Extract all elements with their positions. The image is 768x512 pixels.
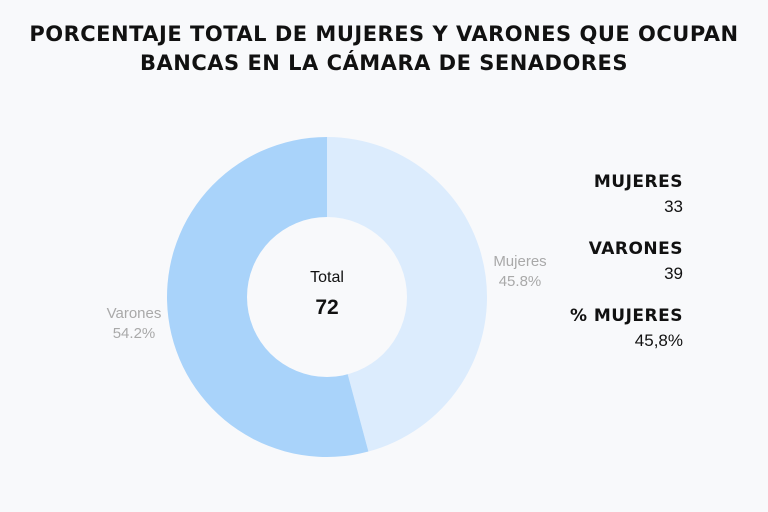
- slice-mujeres: [327, 137, 488, 452]
- chart-title-line-2: BANCAS EN LA CÁMARA DE SENADORES: [140, 51, 628, 75]
- stat-porcentaje-mujeres: % MUJERES 45,8%: [463, 304, 683, 354]
- stats-panel: MUJERES 33 VARONES 39 % MUJERES 45,8%: [463, 170, 683, 371]
- slice-label-mujeres-percent: 45.8%: [498, 273, 542, 290]
- stat-mujeres-value: 33: [664, 197, 683, 216]
- stat-porcentaje-mujeres-value: 45,8%: [634, 331, 683, 350]
- stat-varones: VARONES 39: [463, 237, 683, 287]
- chart-title: PORCENTAJE TOTAL DE MUJERES Y VARONES QU…: [0, 20, 768, 78]
- slice-label-mujeres: Mujeres 45.8%: [482, 252, 558, 292]
- stat-varones-value: 39: [664, 264, 683, 283]
- stat-mujeres-label: MUJERES: [593, 172, 683, 192]
- stat-mujeres: MUJERES 33: [463, 170, 683, 220]
- slice-label-varones-name: Varones: [106, 305, 162, 322]
- slice-label-varones-percent: 54.2%: [112, 325, 156, 342]
- stat-porcentaje-mujeres-label: % MUJERES: [569, 306, 683, 326]
- slice-label-varones: Varones 54.2%: [96, 304, 172, 344]
- donut-hole: [247, 217, 407, 377]
- donut-center-value: 72: [315, 296, 339, 319]
- stat-varones-label: VARONES: [588, 239, 683, 259]
- slice-label-mujeres-name: Mujeres: [493, 253, 547, 270]
- donut-center-label: Total: [310, 269, 344, 286]
- chart-title-line-1: PORCENTAJE TOTAL DE MUJERES Y VARONES QU…: [29, 22, 739, 46]
